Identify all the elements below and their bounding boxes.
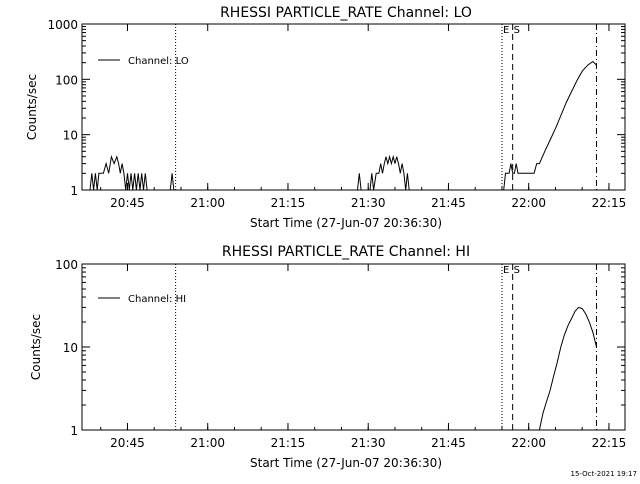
x-tick-label: 21:00 xyxy=(190,196,225,210)
plot-frame xyxy=(81,263,626,431)
chart-panel-lo: RHESSI PARTICLE_RATE Channel: LO 20:45 21… xyxy=(25,5,626,230)
series-line-segment xyxy=(357,173,362,191)
y-axis-title: Counts/sec xyxy=(29,314,43,380)
x-axis-title: Start Time (27-Jun-07 20:36:30) xyxy=(250,456,442,470)
x-tick-label: 20:45 xyxy=(110,436,145,450)
series-line-segment xyxy=(538,306,597,431)
y-tick-label: 1000 xyxy=(47,18,78,32)
y-tick-label: 100 xyxy=(55,258,78,272)
x-tick-label: 21:15 xyxy=(271,436,306,450)
series-lines xyxy=(89,60,597,191)
y-tick-label: 1 xyxy=(70,184,78,198)
chart-title: RHESSI PARTICLE_RATE Channel: HI xyxy=(222,244,470,260)
x-tick-label: 22:15 xyxy=(592,196,627,210)
marker-label: S xyxy=(514,25,520,36)
x-tick-label: 20:45 xyxy=(110,196,145,210)
series-line-segment xyxy=(503,60,597,191)
x-tick-label: 21:45 xyxy=(431,436,466,450)
x-axis-title: Start Time (27-Jun-07 20:36:30) xyxy=(250,216,442,230)
series-line-segment xyxy=(89,154,148,191)
marker-label: E xyxy=(503,265,509,276)
y-tick-label: 10 xyxy=(63,129,78,143)
y-axis-title: Counts/sec xyxy=(25,74,39,140)
marker-label: S xyxy=(514,265,520,276)
x-tick-label: 21:15 xyxy=(271,196,306,210)
x-tick-label: 21:30 xyxy=(351,436,386,450)
marker-label: E xyxy=(503,25,509,36)
series-lines xyxy=(538,306,597,431)
legend: Channel: HI xyxy=(98,294,186,305)
series-line-segment xyxy=(169,173,175,191)
series-line-segment xyxy=(369,154,410,191)
legend: Channel: LO xyxy=(98,56,189,67)
y-tick-label: 100 xyxy=(55,73,78,87)
y-ticks: 1 10 100 xyxy=(55,258,625,438)
x-tick-label: 21:45 xyxy=(431,196,466,210)
x-tick-label: 22:00 xyxy=(511,436,546,450)
y-ticks: 1 10 100 1000 xyxy=(47,18,625,198)
y-tick-label: 1 xyxy=(70,424,78,438)
x-ticks: 20:45 21:00 21:15 21:30 21:45 22:00 22:15 xyxy=(100,24,627,210)
x-tick-label: 22:00 xyxy=(511,196,546,210)
x-ticks: 20:45 21:00 21:15 21:30 21:45 22:00 22:15 xyxy=(100,264,627,450)
legend-entry: Channel: HI xyxy=(128,294,186,305)
y-tick-label: 10 xyxy=(63,341,78,355)
chart-title: RHESSI PARTICLE_RATE Channel: LO xyxy=(220,5,472,21)
chart-panel-hi: RHESSI PARTICLE_RATE Channel: HI 20:45 21… xyxy=(29,244,626,470)
x-tick-label: 21:00 xyxy=(190,436,225,450)
plot-frame xyxy=(81,23,626,191)
legend-entry: Channel: LO xyxy=(128,56,189,67)
footer-timestamp: 15-Oct-2021 19:17 xyxy=(571,470,637,478)
x-tick-label: 21:30 xyxy=(351,196,386,210)
x-tick-label: 22:15 xyxy=(592,436,627,450)
